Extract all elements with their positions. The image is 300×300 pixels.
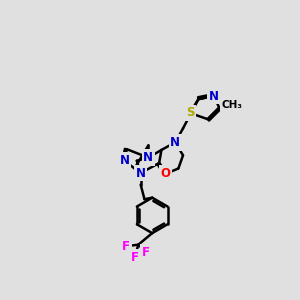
Text: N: N [119, 154, 130, 167]
Text: N: N [136, 167, 146, 180]
Text: N: N [209, 90, 219, 103]
Text: N: N [143, 151, 153, 164]
Text: CH₃: CH₃ [222, 100, 243, 110]
Text: N: N [170, 136, 180, 149]
Text: F: F [142, 246, 150, 259]
Text: S: S [186, 106, 194, 119]
Text: O: O [160, 167, 170, 180]
Text: F: F [122, 240, 130, 253]
Text: F: F [130, 251, 139, 264]
